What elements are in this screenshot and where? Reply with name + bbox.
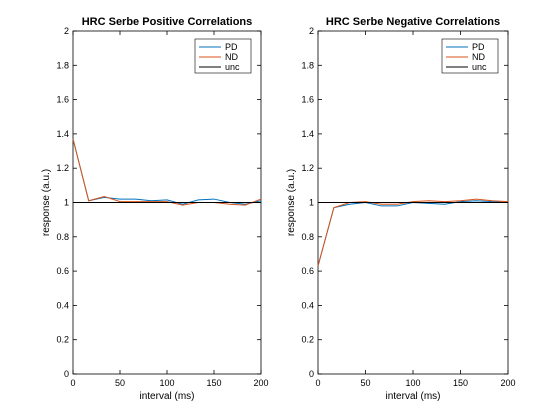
y-tick-label: 0.8: [301, 232, 314, 242]
y-tick-label: 0.8: [56, 232, 69, 242]
legend-box: [441, 38, 499, 74]
x-tick-label: 0: [315, 378, 320, 388]
x-axis-label: interval (ms): [139, 391, 194, 402]
y-tick-label: 1.8: [56, 60, 69, 70]
y-tick-label: 0.4: [301, 300, 314, 310]
y-tick-label: 0.6: [56, 266, 69, 276]
chart-negative-correlations: HRC Serbe Negative Correlations 0 0.2 0.4 0.…: [286, 16, 516, 402]
x-tick-label: 0: [70, 378, 75, 388]
y-tick-label: 1.8: [301, 60, 314, 70]
legend-entry-nd: ND: [225, 52, 238, 62]
legend-entry-pd: PD: [472, 42, 485, 52]
y-tick-label: 1.6: [56, 95, 69, 105]
y-tick-label: 0.4: [56, 300, 69, 310]
y-tick-label: 1: [64, 198, 69, 208]
chart-title: HRC Serbe Positive Correlations: [82, 16, 253, 28]
x-tick-label: 100: [159, 378, 174, 388]
legend-box: [194, 38, 252, 74]
x-axis-label: interval (ms): [385, 391, 440, 402]
y-tick-label: 1.6: [301, 95, 314, 105]
chart-positive-correlations: HRC Serbe Positive Correlations 0 0.2 0.4 0.…: [41, 16, 269, 402]
y-tick-label: 1: [309, 198, 314, 208]
y-tick-label: 0.6: [301, 266, 314, 276]
y-tick-label: 2: [64, 26, 69, 36]
y-tick-label: 1.4: [56, 129, 69, 139]
y-tick-label: 1.2: [301, 163, 314, 173]
x-tick-label: 200: [253, 378, 268, 388]
y-tick-label: 1.4: [301, 129, 314, 139]
x-tick-label: 50: [115, 378, 125, 388]
legend-entry-pd: PD: [225, 42, 238, 52]
y-tick-label: 2: [309, 26, 314, 36]
x-tick-label: 50: [360, 378, 370, 388]
y-tick-label: 0.2: [301, 335, 314, 345]
x-tick-label: 100: [405, 378, 420, 388]
x-tick-label: 200: [500, 378, 515, 388]
chart-title: HRC Serbe Negative Correlations: [326, 16, 500, 28]
y-axis-label: response (a.u.): [286, 169, 297, 236]
y-tick-label: 0: [309, 369, 314, 379]
legend-entry-nd: ND: [472, 52, 485, 62]
legend-entry-unc: unc: [472, 62, 487, 72]
x-tick-label: 150: [206, 378, 221, 388]
y-tick-label: 0: [64, 369, 69, 379]
series-line-nd: [72, 138, 262, 206]
y-tick-label: 0.2: [56, 335, 69, 345]
legend-entry-unc: unc: [225, 62, 240, 72]
y-tick-label: 1.2: [56, 163, 69, 173]
x-tick-label: 150: [453, 378, 468, 388]
y-axis-label: response (a.u.): [41, 169, 52, 236]
